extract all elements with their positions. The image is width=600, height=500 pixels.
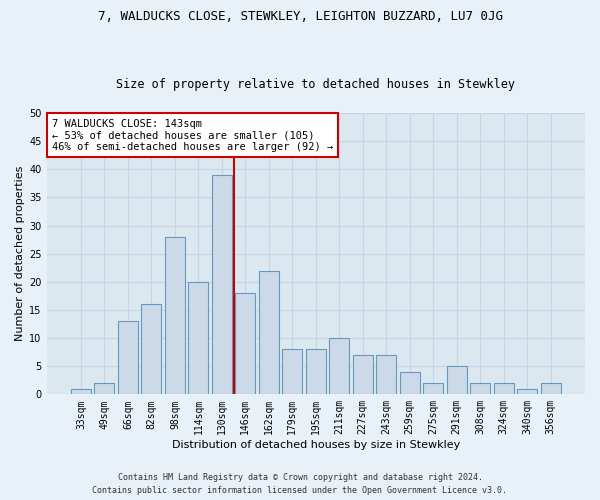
Bar xyxy=(470,383,490,394)
Text: 7 WALDUCKS CLOSE: 143sqm
← 53% of detached houses are smaller (105)
46% of semi-: 7 WALDUCKS CLOSE: 143sqm ← 53% of detach… xyxy=(52,118,333,152)
Bar xyxy=(283,350,302,395)
Bar xyxy=(259,270,279,394)
X-axis label: Distribution of detached houses by size in Stewkley: Distribution of detached houses by size … xyxy=(172,440,460,450)
Bar xyxy=(165,237,185,394)
Bar xyxy=(235,293,256,394)
Bar xyxy=(118,321,138,394)
Bar xyxy=(142,304,161,394)
Bar xyxy=(353,355,373,395)
Bar xyxy=(517,388,537,394)
Bar xyxy=(400,372,419,394)
Text: Contains HM Land Registry data © Crown copyright and database right 2024.
Contai: Contains HM Land Registry data © Crown c… xyxy=(92,474,508,495)
Bar xyxy=(423,383,443,394)
Bar xyxy=(376,355,396,395)
Title: Size of property relative to detached houses in Stewkley: Size of property relative to detached ho… xyxy=(116,78,515,91)
Bar xyxy=(94,383,115,394)
Text: 7, WALDUCKS CLOSE, STEWKLEY, LEIGHTON BUZZARD, LU7 0JG: 7, WALDUCKS CLOSE, STEWKLEY, LEIGHTON BU… xyxy=(97,10,503,23)
Y-axis label: Number of detached properties: Number of detached properties xyxy=(15,166,25,342)
Bar xyxy=(306,350,326,395)
Bar xyxy=(329,338,349,394)
Bar xyxy=(446,366,467,394)
Bar xyxy=(188,282,208,395)
Bar xyxy=(212,175,232,394)
Bar xyxy=(494,383,514,394)
Bar xyxy=(541,383,560,394)
Bar xyxy=(71,388,91,394)
